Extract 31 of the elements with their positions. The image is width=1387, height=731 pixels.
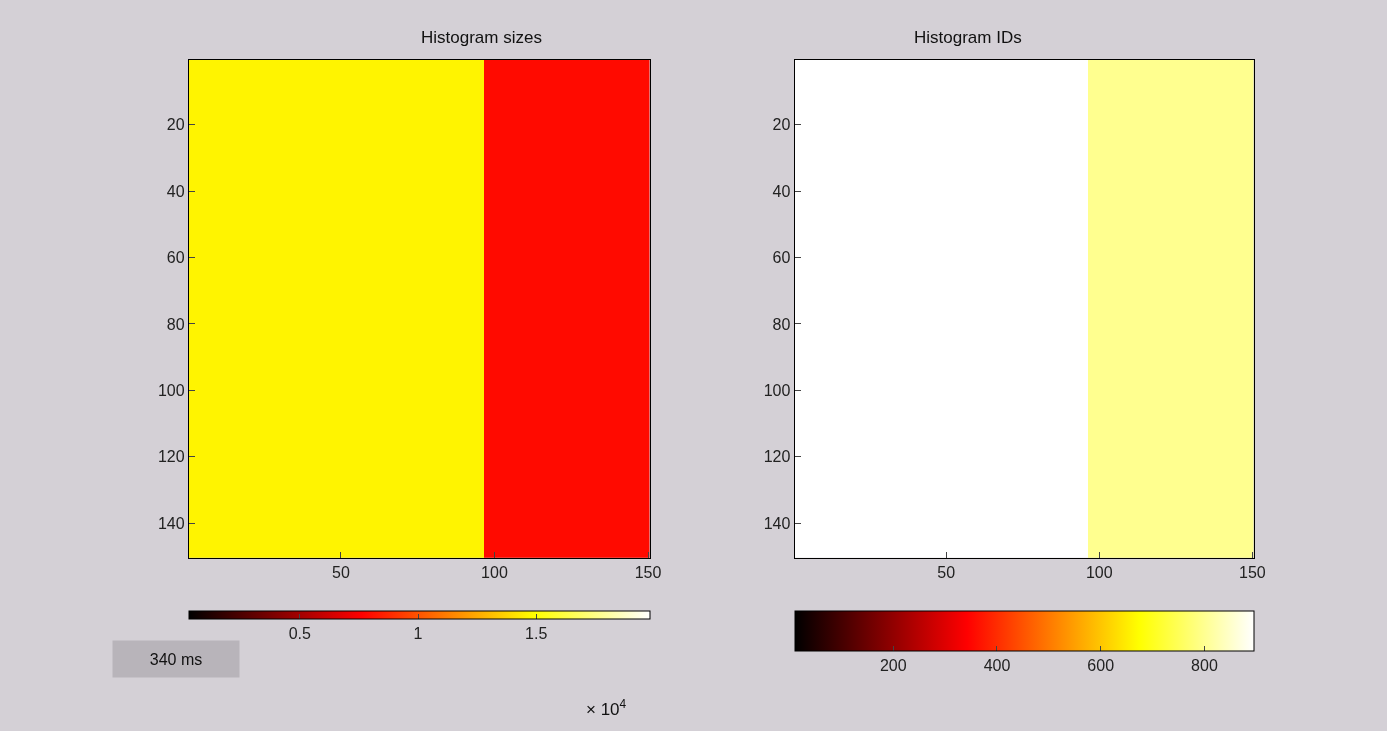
color-bar-label: 400 (983, 657, 1011, 675)
x-tick-label: 150 (1239, 564, 1266, 582)
x-tick-label: 50 (937, 564, 956, 582)
x-tick-label: 100 (1085, 564, 1113, 582)
text: × 10$^{4}$ (586, 697, 627, 720)
y-tick-label: 60 (166, 249, 185, 267)
color-bar-label: 1 (413, 625, 423, 643)
chart-title: Histogram IDs (914, 28, 1022, 47)
y-tick-label: 140 (763, 514, 791, 532)
y-tick-label: 80 (772, 315, 791, 333)
x-tick-label: 100 (481, 564, 508, 582)
y-tick-label: 40 (772, 182, 791, 200)
y-tick-label: 80 (166, 315, 185, 333)
color-bar-label: 800 (1191, 657, 1218, 675)
x-tick-label: 150 (634, 564, 662, 582)
y-tick-label: 20 (772, 116, 791, 134)
color-bar-label: 0.5 (288, 625, 312, 643)
y-tick-label: 120 (157, 448, 185, 466)
color-bar-label: 600 (1087, 657, 1115, 675)
y-tick-label: 60 (772, 249, 791, 267)
text: 340 ms (149, 650, 203, 668)
y-tick-label: 100 (763, 381, 791, 399)
y-tick-label: 120 (763, 448, 791, 466)
y-tick-label: 20 (166, 116, 185, 134)
y-tick-label: 140 (157, 514, 185, 532)
y-tick-label: 100 (157, 381, 185, 399)
chart-title: Histogram sizes (421, 28, 542, 47)
color-bar-label: 200 (879, 657, 907, 675)
y-tick-label: 40 (166, 182, 185, 200)
x-tick-label: 50 (331, 564, 350, 582)
color-bar-label: 1.5 (525, 625, 548, 643)
